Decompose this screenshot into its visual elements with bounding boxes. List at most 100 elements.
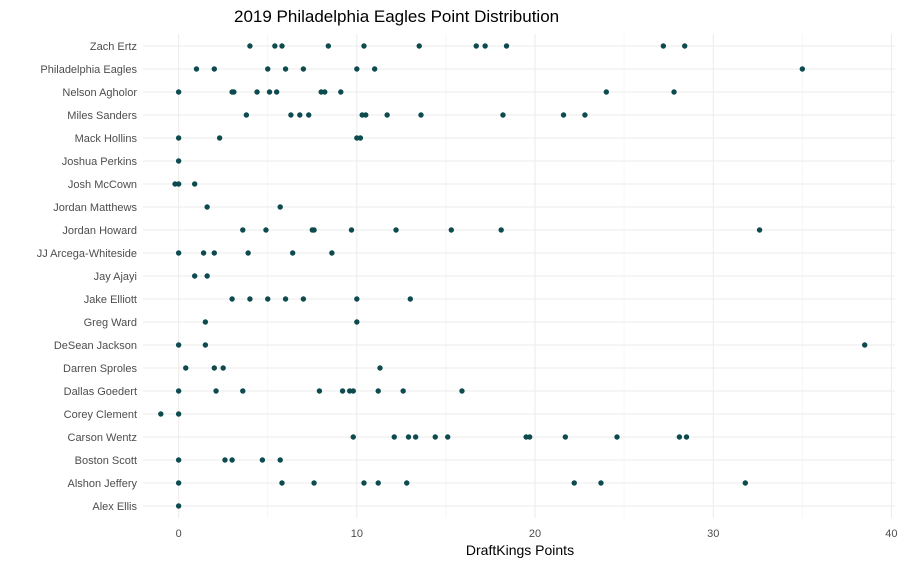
data-point (158, 411, 164, 417)
data-point (211, 66, 217, 72)
x-tick-label: 0 (176, 528, 182, 540)
data-point (350, 434, 356, 440)
data-point (273, 89, 280, 95)
y-tick-label: Carson Wentz (68, 432, 138, 444)
y-tick-label: Alshon Jeffery (67, 478, 137, 490)
data-point (175, 388, 182, 394)
x-axis-labels: 0 10 20 30 40 (176, 528, 898, 540)
data-point (322, 89, 328, 95)
data-point (263, 227, 269, 233)
y-tick-label: Darren Sproles (63, 363, 137, 375)
data-point (175, 503, 182, 509)
data-point (175, 457, 182, 463)
data-point (231, 89, 237, 95)
data-point (799, 66, 806, 72)
data-point (671, 89, 677, 95)
data-point (289, 250, 296, 256)
data-point (459, 388, 465, 394)
y-tick-label: Jordan Matthews (53, 202, 137, 214)
data-point (175, 158, 182, 164)
data-point (306, 112, 312, 118)
y-tick-label: Mack Hollins (75, 133, 138, 145)
data-point (175, 250, 182, 256)
data-point (183, 365, 189, 371)
y-tick-label: DeSean Jackson (54, 340, 137, 352)
data-point (676, 434, 683, 440)
data-point (200, 250, 207, 256)
y-tick-label: Nelson Agholor (62, 87, 137, 99)
data-point (614, 434, 620, 440)
data-point (445, 434, 451, 440)
y-tick-label: Greg Ward (84, 317, 137, 329)
data-point (282, 296, 289, 302)
y-tick-label: Boston Scott (75, 455, 137, 467)
data-point (405, 434, 412, 440)
data-point (288, 112, 294, 118)
data-point (407, 296, 413, 302)
data-point (377, 365, 383, 371)
y-tick-label: Jay Ajayi (94, 271, 137, 283)
x-tick-label: 20 (529, 528, 541, 540)
x-axis-label: DraftKings Points (466, 542, 574, 558)
y-tick-label: JJ Arcega-Whiteside (37, 248, 137, 260)
data-point (204, 273, 210, 279)
data-point (384, 112, 390, 118)
data-point (354, 296, 360, 302)
data-point (339, 388, 346, 394)
data-point (329, 250, 335, 256)
data-point (277, 457, 283, 463)
data-point (361, 480, 367, 486)
y-tick-label: Dallas Goedert (64, 386, 137, 398)
data-point (204, 204, 210, 210)
data-point (361, 43, 367, 49)
data-point (500, 112, 506, 118)
data-point (297, 112, 303, 118)
data-point (216, 135, 223, 141)
data-point (350, 388, 356, 394)
data-point (683, 434, 690, 440)
data-point (582, 112, 588, 118)
data-point (300, 296, 307, 302)
y-tick-label: Philadelphia Eagles (40, 64, 137, 76)
data-point (348, 227, 355, 233)
data-point (240, 388, 246, 394)
data-point (272, 43, 278, 49)
data-point (354, 319, 360, 325)
y-tick-label: Zach Ertz (90, 41, 137, 53)
data-point (222, 457, 228, 463)
data-point (363, 112, 369, 118)
data-point (175, 135, 182, 141)
data-point (393, 227, 399, 233)
data-point (338, 89, 344, 95)
data-point (247, 296, 253, 302)
data-point (473, 43, 479, 49)
data-point (175, 342, 182, 348)
data-point (660, 43, 667, 49)
data-point (416, 43, 422, 49)
y-tick-label: Miles Sanders (67, 110, 137, 122)
data-point (682, 43, 688, 49)
data-point (245, 250, 251, 256)
data-point (862, 342, 868, 348)
data-point (202, 319, 209, 325)
data-point (432, 434, 438, 440)
data-point (560, 112, 567, 118)
data-point (282, 66, 289, 72)
y-tick-label: Jordan Howard (62, 225, 137, 237)
y-tick-label: Corey Clement (64, 409, 137, 421)
data-point (375, 388, 381, 394)
data-point (279, 43, 285, 49)
data-point (375, 480, 381, 486)
data-points (158, 43, 868, 509)
data-point (316, 388, 323, 394)
y-tick-label: Joshua Perkins (62, 156, 138, 168)
y-tick-label: Josh McCown (68, 179, 137, 191)
data-point (247, 43, 253, 49)
data-point (603, 89, 610, 95)
data-point (412, 434, 419, 440)
data-point (193, 66, 200, 72)
data-point (254, 89, 260, 95)
data-point (229, 296, 235, 302)
